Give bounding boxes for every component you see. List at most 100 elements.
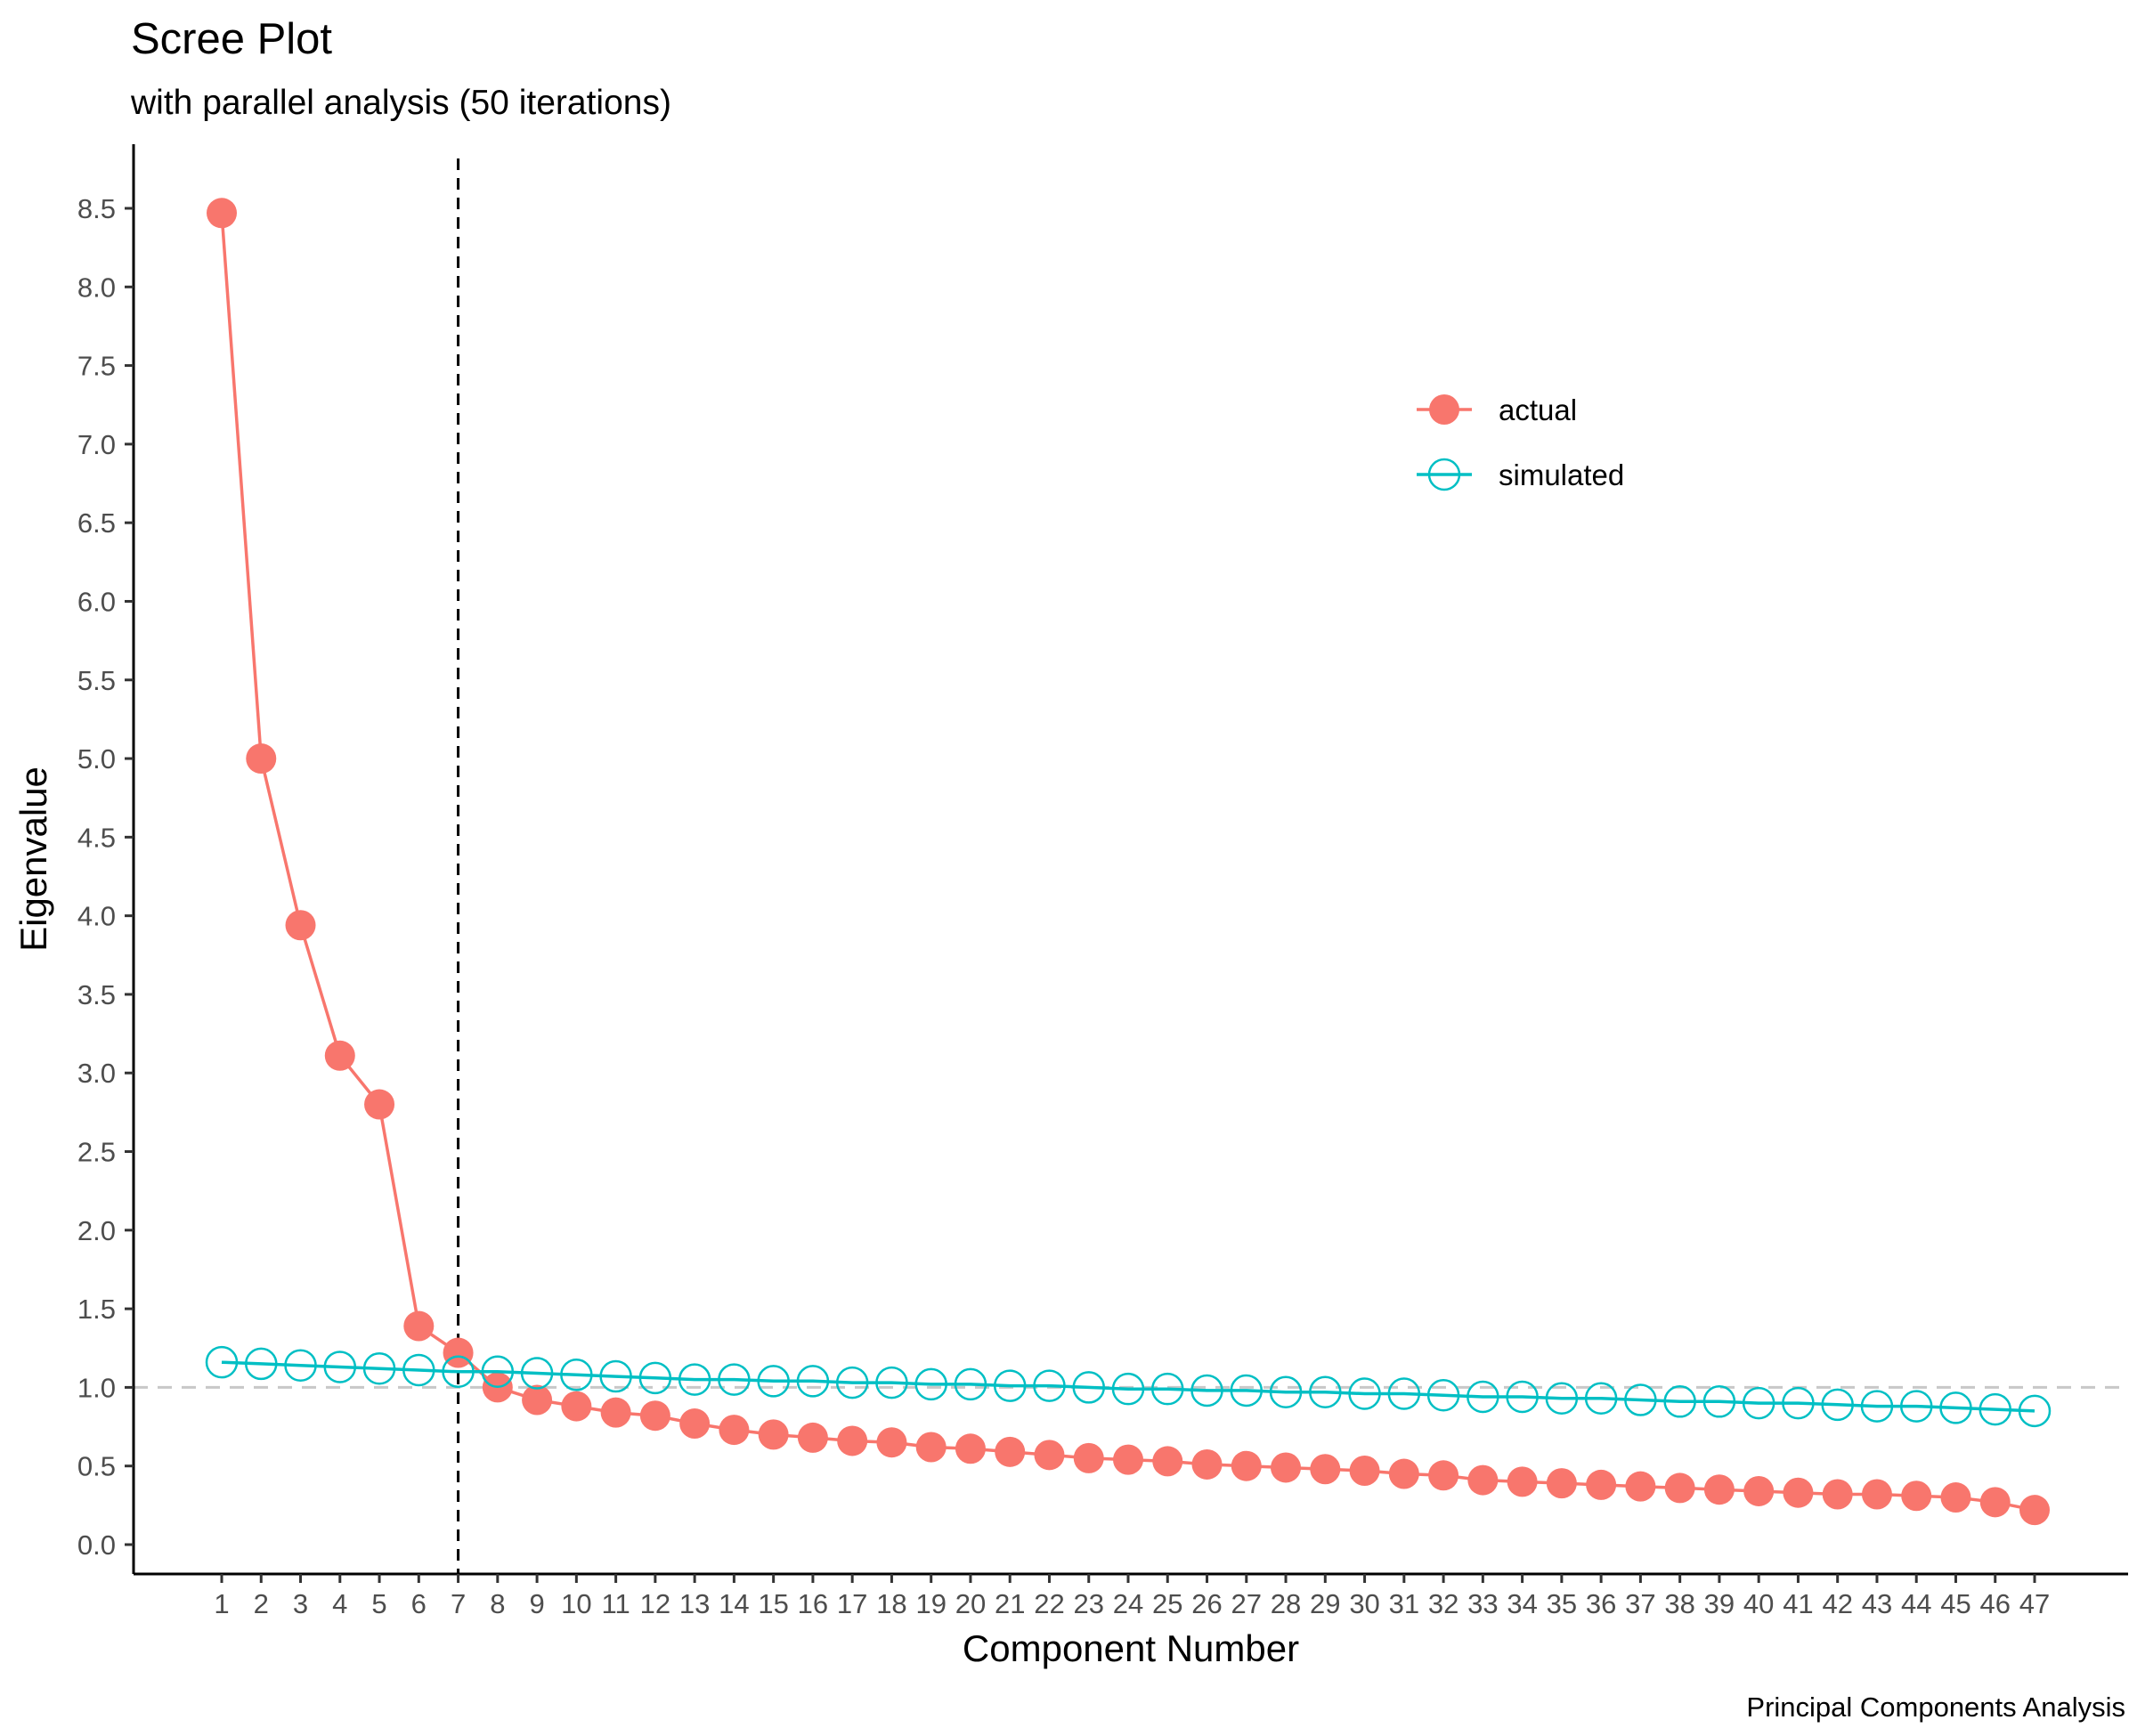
- data-point-actual: [1191, 1448, 1223, 1480]
- x-tick-label: 4: [332, 1588, 347, 1619]
- y-tick-label: 5.5: [77, 665, 116, 696]
- x-tick-label: 30: [1349, 1588, 1379, 1619]
- x-tick-label: 23: [1073, 1588, 1103, 1619]
- y-tick-label: 4.5: [77, 822, 116, 853]
- y-tick-label: 7.5: [77, 351, 116, 382]
- data-point-actual: [207, 198, 237, 229]
- data-point-simulated: [442, 1355, 475, 1389]
- data-point-simulated: [1702, 1385, 1736, 1418]
- reference-lines: [134, 158, 2128, 1574]
- data-point-simulated: [638, 1361, 672, 1395]
- x-tick-label: 36: [1586, 1588, 1616, 1619]
- x-tick-label: 19: [915, 1588, 946, 1619]
- y-tick-label: 8.5: [77, 193, 116, 224]
- data-point-simulated: [1151, 1372, 1184, 1406]
- data-point-actual: [1861, 1479, 1892, 1510]
- x-tick-label: 41: [1783, 1588, 1813, 1619]
- x-tick-label: 25: [1152, 1588, 1182, 1619]
- legend-item-actual: actual: [1417, 393, 1577, 426]
- data-point-actual: [600, 1397, 631, 1428]
- series-line-actual: [220, 213, 2035, 1512]
- y-tick-label: 1.0: [77, 1372, 116, 1403]
- data-point-actual: [915, 1432, 947, 1463]
- x-tick-label: 22: [1034, 1588, 1064, 1619]
- data-point-simulated: [560, 1359, 593, 1391]
- x-tick-label: 38: [1664, 1588, 1694, 1619]
- data-point-simulated: [1269, 1375, 1303, 1408]
- x-tick-label: 39: [1704, 1588, 1735, 1619]
- data-point-actual: [955, 1433, 986, 1464]
- data-point-actual: [1625, 1471, 1656, 1502]
- data-point-actual: [1586, 1469, 1617, 1500]
- legend-label-simulated: simulated: [1499, 458, 1624, 491]
- y-tick-label: 3.5: [77, 979, 116, 1010]
- series-line-simulated: [221, 1360, 2035, 1413]
- y-tick-label: 1.5: [77, 1294, 116, 1325]
- data-point-simulated: [599, 1359, 632, 1393]
- data-point-simulated: [1387, 1377, 1421, 1410]
- data-point-simulated: [796, 1365, 830, 1398]
- x-tick-label: 24: [1113, 1588, 1143, 1619]
- chart-title: Scree Plot: [131, 15, 332, 63]
- data-point-actual: [1507, 1466, 1538, 1497]
- x-tick-label: 47: [2019, 1588, 2050, 1619]
- data-point-simulated: [1663, 1385, 1696, 1418]
- data-point-actual: [719, 1415, 750, 1446]
- x-tick-label: 34: [1507, 1588, 1537, 1619]
- data-point-simulated: [1860, 1390, 1894, 1423]
- data-point-actual: [1546, 1468, 1577, 1499]
- legend-item-simulated: simulated: [1417, 458, 1624, 491]
- x-tick-label: 20: [955, 1588, 986, 1619]
- data-point-simulated: [1782, 1386, 1815, 1420]
- x-tick-label: 13: [679, 1588, 710, 1619]
- data-point-simulated: [362, 1351, 396, 1385]
- data-point-actual: [324, 1040, 355, 1071]
- y-tick-label: 6.0: [77, 586, 116, 617]
- data-point-simulated: [1821, 1388, 1854, 1422]
- data-point-simulated: [1742, 1386, 1775, 1420]
- data-point-simulated: [875, 1366, 908, 1399]
- data-point-actual: [1271, 1452, 1302, 1483]
- chart-caption: Principal Components Analysis: [1746, 1691, 2125, 1723]
- data-point-actual: [1113, 1444, 1143, 1475]
- y-axis-ticks: 0.0 0.5 1.0 1.5 2.0 2.5 3.0 3.5 4.0 4.5 5.0 5.5 6.0 6…: [77, 193, 134, 1561]
- data-point-simulated: [323, 1351, 357, 1383]
- x-tick-label: 8: [490, 1588, 505, 1619]
- data-point-simulated: [1309, 1375, 1342, 1408]
- data-point-simulated: [1584, 1382, 1618, 1416]
- data-point-simulated: [1072, 1371, 1105, 1404]
- y-tick-label: 5.0: [77, 743, 116, 775]
- x-tick-label: 26: [1191, 1588, 1222, 1619]
- legend: actual simulated: [1417, 393, 1624, 491]
- data-point-actual: [639, 1400, 670, 1432]
- data-point-simulated: [1624, 1383, 1657, 1416]
- y-tick-label: 7.0: [77, 429, 116, 460]
- data-point-actual: [1231, 1450, 1262, 1481]
- x-axis-ticks: 1 2 3 4 5 6 7 8 9 10 11 12 13 14 15 16 17 18 19 20 21 22 23 24 2…: [214, 1574, 2050, 1619]
- x-tick-label: 33: [1467, 1588, 1498, 1619]
- x-tick-label: 5: [371, 1588, 386, 1619]
- data-point-simulated: [1348, 1377, 1381, 1410]
- x-tick-label: 21: [995, 1588, 1025, 1619]
- data-point-actual: [1034, 1440, 1065, 1471]
- data-point-actual: [797, 1422, 828, 1453]
- x-tick-label: 31: [1389, 1588, 1419, 1619]
- data-point-actual: [876, 1427, 907, 1458]
- x-tick-label: 2: [254, 1588, 269, 1619]
- data-point-simulated: [481, 1355, 515, 1389]
- data-point-actual: [246, 743, 277, 775]
- data-point-simulated: [678, 1363, 711, 1396]
- data-point-simulated: [1939, 1391, 1972, 1424]
- x-tick-label: 11: [602, 1588, 630, 1619]
- data-point-actual: [403, 1310, 435, 1342]
- y-tick-label: 4.0: [77, 901, 116, 932]
- series-actual: [207, 198, 2050, 1526]
- data-point-actual: [364, 1089, 395, 1120]
- data-point-simulated: [1506, 1380, 1539, 1414]
- data-point-actual: [1703, 1474, 1735, 1505]
- data-point-simulated: [1230, 1374, 1264, 1407]
- data-point-actual: [758, 1419, 789, 1450]
- x-tick-label: 7: [451, 1588, 466, 1619]
- y-tick-label: 3.0: [77, 1058, 116, 1089]
